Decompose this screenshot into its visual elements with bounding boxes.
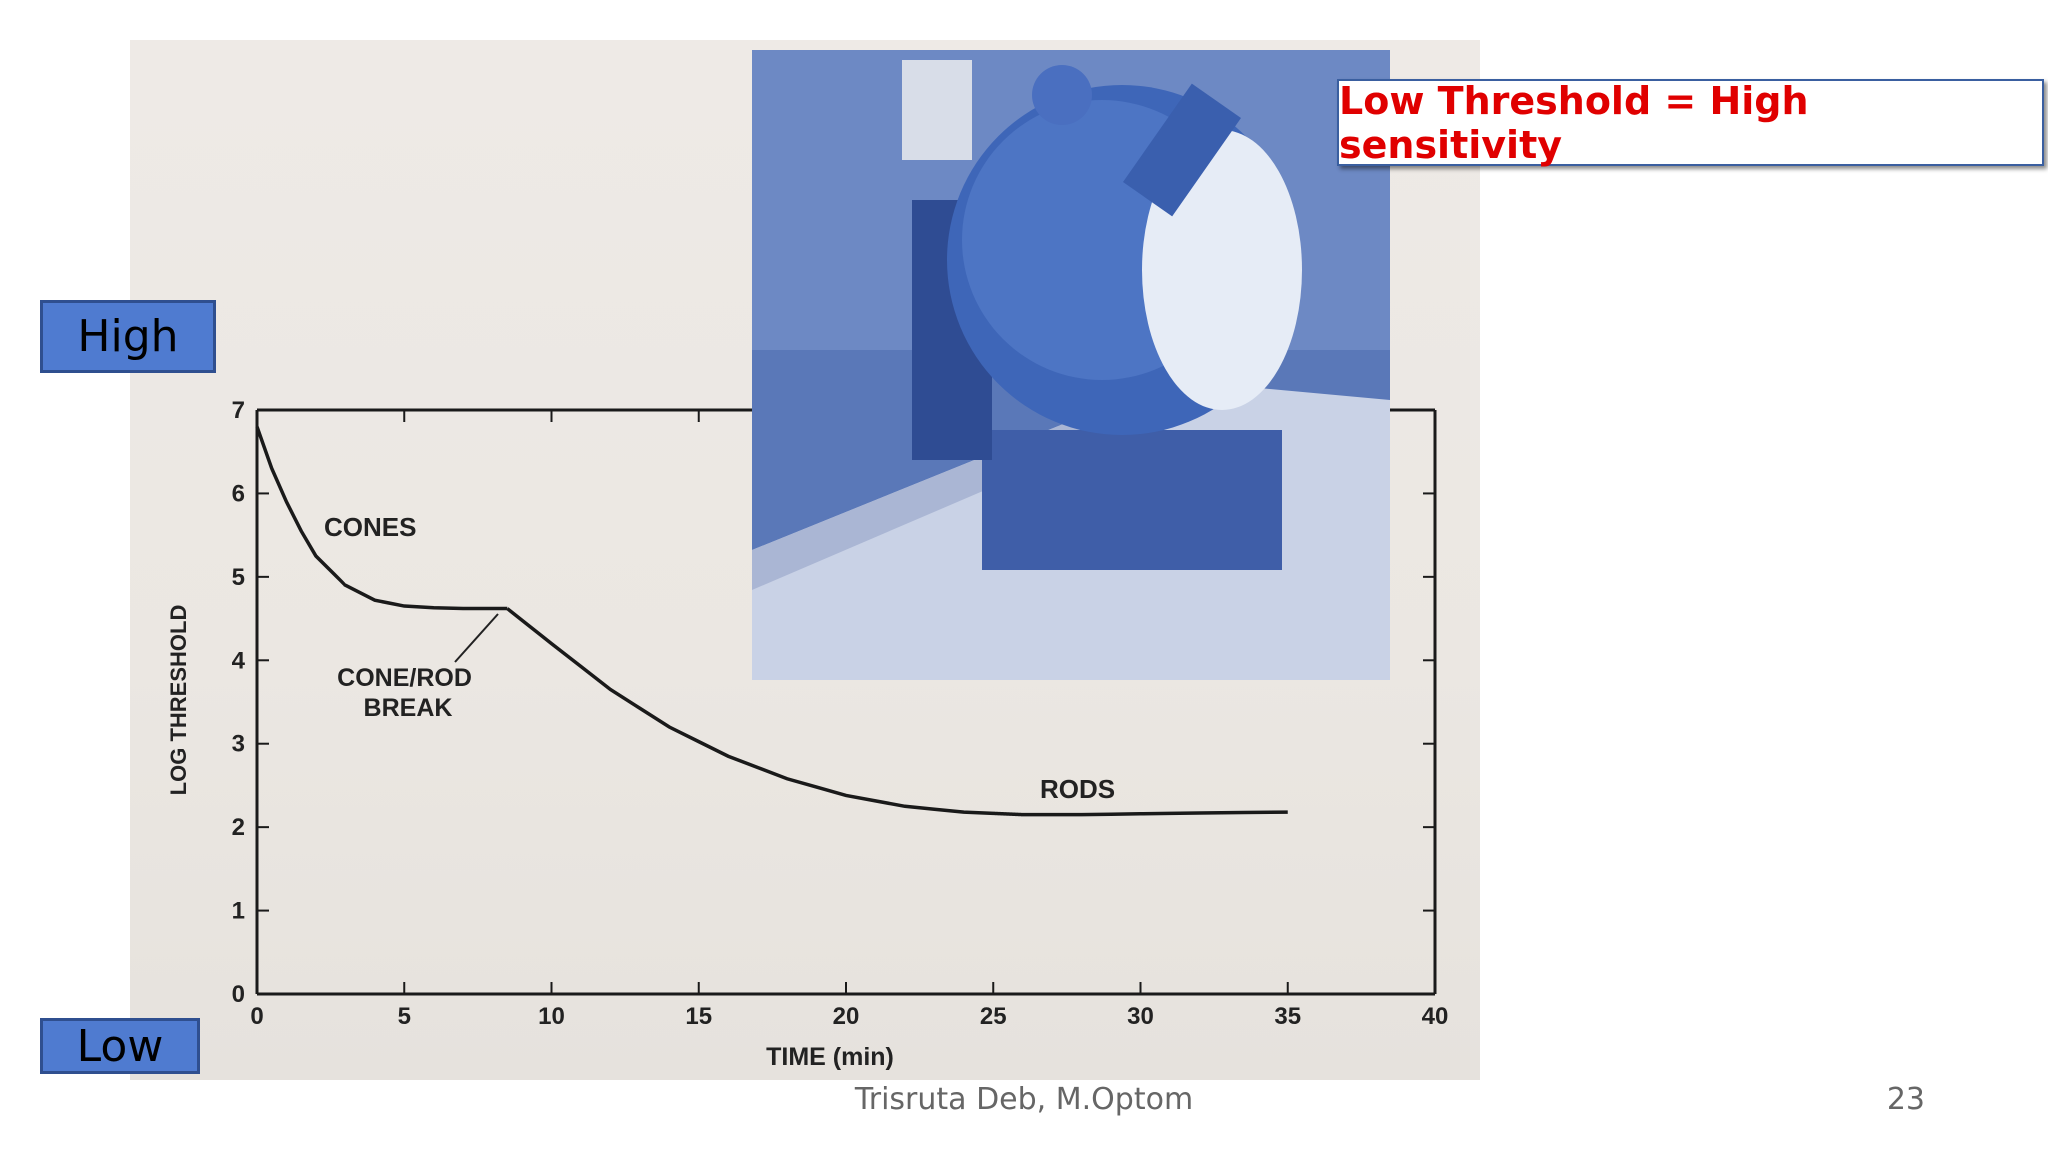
annotation-cones: CONES bbox=[324, 512, 416, 542]
x-axis-label: TIME (min) bbox=[766, 1043, 894, 1071]
x-tick-label: 30 bbox=[1127, 1003, 1154, 1030]
footer-author: Trisruta Deb, M.Optom bbox=[854, 1082, 1194, 1117]
x-tick-label: 0 bbox=[250, 1003, 263, 1030]
series-cones bbox=[255, 426, 508, 611]
y-tick-label: 2 bbox=[232, 814, 245, 841]
chart-ticks: 0 5 10 15 20 25 30 35 40 0 1 2 3 4 5 6 7 bbox=[232, 397, 1449, 1030]
chart-curves bbox=[255, 426, 1288, 817]
annotation-cone-rod-break: CONE/ROD BREAK bbox=[337, 664, 479, 722]
x-tick-label: 10 bbox=[538, 1003, 565, 1030]
page-number: 23 bbox=[1886, 1082, 1925, 1117]
high-label: High bbox=[40, 300, 216, 373]
perimeter-device-photo bbox=[752, 50, 1390, 680]
y-tick-label: 6 bbox=[232, 480, 245, 507]
y-tick-label: 5 bbox=[232, 564, 245, 591]
x-tick-label: 40 bbox=[1422, 1003, 1449, 1030]
low-label: Low bbox=[40, 1018, 200, 1074]
y-axis-label: LOG THRESHOLD bbox=[166, 605, 191, 796]
y-tick-label: 0 bbox=[232, 981, 245, 1008]
y-tick-label: 7 bbox=[232, 397, 245, 424]
x-tick-label: 25 bbox=[980, 1003, 1007, 1030]
x-tick-label: 20 bbox=[833, 1003, 860, 1030]
series-rods bbox=[506, 607, 1288, 817]
y-tick-label: 4 bbox=[232, 647, 246, 674]
break-pointer bbox=[454, 613, 499, 663]
annotation-rods: RODS bbox=[1040, 774, 1115, 804]
sensitivity-callout: Low Threshold = High sensitivity bbox=[1337, 79, 2044, 167]
y-tick-label: 1 bbox=[232, 898, 245, 925]
annotation-break-line2: BREAK bbox=[364, 694, 453, 722]
x-tick-label: 5 bbox=[398, 1003, 411, 1030]
annotation-break-line1: CONE/ROD bbox=[337, 664, 472, 692]
x-tick-label: 35 bbox=[1274, 1003, 1301, 1030]
y-tick-label: 3 bbox=[232, 731, 245, 758]
x-tick-label: 15 bbox=[685, 1003, 712, 1030]
